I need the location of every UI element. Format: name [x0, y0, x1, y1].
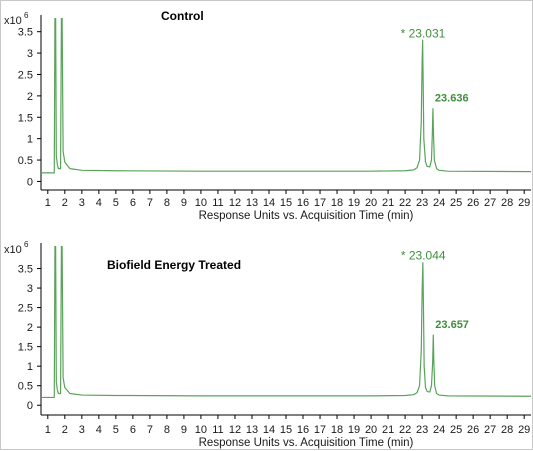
- y-tick-label: 1.5: [18, 112, 33, 124]
- x-tick-label: 9: [181, 197, 187, 209]
- x-tick-label: 12: [229, 197, 241, 209]
- x-axis-title: Response Units vs. Acquisition Time (min…: [199, 210, 414, 222]
- chart-panel-2: x10 600.511.522.533.51 2 3 4 5 6 7 8 9 10 11 12 13 14 1…: [4, 240, 531, 449]
- x-tick-label: 5: [113, 424, 119, 436]
- y-tick-label: 1.5: [18, 342, 33, 354]
- x-tick-label: 8: [164, 424, 170, 436]
- series-line: [41, 18, 531, 174]
- x-tick-label: 17: [314, 197, 326, 209]
- y-unit-label: x10: [4, 244, 22, 256]
- x-tick-label: 16: [297, 197, 309, 209]
- x-tick-label: 29: [518, 424, 530, 436]
- y-tick-label: 3: [27, 48, 33, 60]
- x-tick-label: 23: [416, 424, 428, 436]
- peak-label-main: * 23.031: [401, 26, 446, 40]
- x-tick-label: 18: [331, 197, 343, 209]
- x-tick-label: 7: [147, 424, 153, 436]
- x-tick-label: 4: [96, 424, 102, 436]
- peak-label-secondary: 23.636: [435, 93, 469, 105]
- y-tick-label: 3.5: [18, 264, 33, 276]
- x-tick-label: 6: [130, 424, 136, 436]
- x-tick-label: 24: [433, 197, 445, 209]
- x-tick-label: 1: [45, 197, 51, 209]
- y-tick-label: 0: [27, 176, 33, 188]
- x-tick-label: 8: [164, 197, 170, 209]
- x-tick-label: 19: [348, 424, 360, 436]
- x-tick-label: 21: [382, 424, 394, 436]
- y-unit-exponent: 6: [24, 240, 29, 249]
- y-tick-label: 0.5: [18, 155, 33, 167]
- x-tick-label: 12: [229, 424, 241, 436]
- x-tick-label: 6: [130, 197, 136, 209]
- chart-panel-1: x10 600.511.522.533.51 2 3 4 5 6 7 8 9 10 11 12 13 14 1…: [4, 9, 531, 222]
- x-tick-label: 13: [246, 424, 258, 436]
- x-tick-label: 14: [263, 424, 275, 436]
- y-tick-label: 1: [27, 361, 33, 373]
- x-tick-label: 26: [467, 197, 479, 209]
- x-tick-label: 24: [433, 424, 445, 436]
- x-tick-label: 15: [280, 424, 292, 436]
- x-tick-label: 15: [280, 197, 292, 209]
- x-tick-label: 3: [79, 424, 85, 436]
- series-line: [41, 246, 531, 399]
- x-tick-label: 7: [147, 197, 153, 209]
- y-unit-exponent: 6: [24, 11, 29, 20]
- x-tick-label: 11: [212, 424, 223, 436]
- y-tick-label: 1: [27, 134, 33, 146]
- x-tick-label: 2: [62, 424, 68, 436]
- x-tick-label: 20: [365, 197, 377, 209]
- x-tick-label: 27: [484, 424, 496, 436]
- y-tick-label: 2: [27, 322, 33, 334]
- x-tick-label: 13: [246, 197, 258, 209]
- y-tick-label: 2: [27, 91, 33, 103]
- x-tick-label: 18: [331, 424, 343, 436]
- x-tick-label: 10: [195, 197, 207, 209]
- x-tick-label: 4: [96, 197, 102, 209]
- x-tick-label: 9: [181, 424, 187, 436]
- x-tick-label: 19: [348, 197, 360, 209]
- x-tick-label: 23: [416, 197, 428, 209]
- y-tick-label: 2.5: [18, 69, 33, 81]
- x-tick-label: 28: [501, 424, 513, 436]
- y-tick-label: 0: [27, 400, 33, 412]
- y-tick-label: 2.5: [18, 303, 33, 315]
- panel-title: Control: [161, 9, 204, 23]
- x-tick-label: 29: [518, 197, 530, 209]
- x-tick-label: 22: [399, 424, 411, 436]
- y-unit-label: x10: [4, 15, 22, 27]
- panel-title: Biofield Energy Treated: [107, 258, 241, 272]
- x-tick-label: 27: [484, 197, 496, 209]
- y-tick-label: 0.5: [18, 381, 33, 393]
- x-tick-label: 3: [79, 197, 85, 209]
- x-tick-label: 16: [297, 424, 309, 436]
- x-tick-label: 2: [62, 197, 68, 209]
- x-tick-label: 25: [450, 197, 462, 209]
- x-tick-label: 14: [263, 197, 275, 209]
- x-tick-label: 21: [382, 197, 394, 209]
- x-tick-label: 5: [113, 197, 119, 209]
- peak-label-secondary: 23.657: [435, 319, 469, 331]
- peak-label-main: * 23.044: [401, 249, 446, 263]
- x-tick-label: 28: [501, 197, 513, 209]
- x-tick-label: 22: [399, 197, 411, 209]
- x-tick-label: 26: [467, 424, 479, 436]
- x-tick-label: 10: [195, 424, 207, 436]
- x-tick-label: 25: [450, 424, 462, 436]
- y-tick-label: 3: [27, 283, 33, 295]
- x-tick-label: 20: [365, 424, 377, 436]
- x-tick-label: 17: [314, 424, 326, 436]
- x-tick-label: 11: [212, 197, 223, 209]
- x-axis-title: Response Units vs. Acquisition Time (min…: [199, 437, 414, 449]
- x-tick-label: 1: [45, 424, 51, 436]
- y-tick-label: 3.5: [18, 27, 33, 39]
